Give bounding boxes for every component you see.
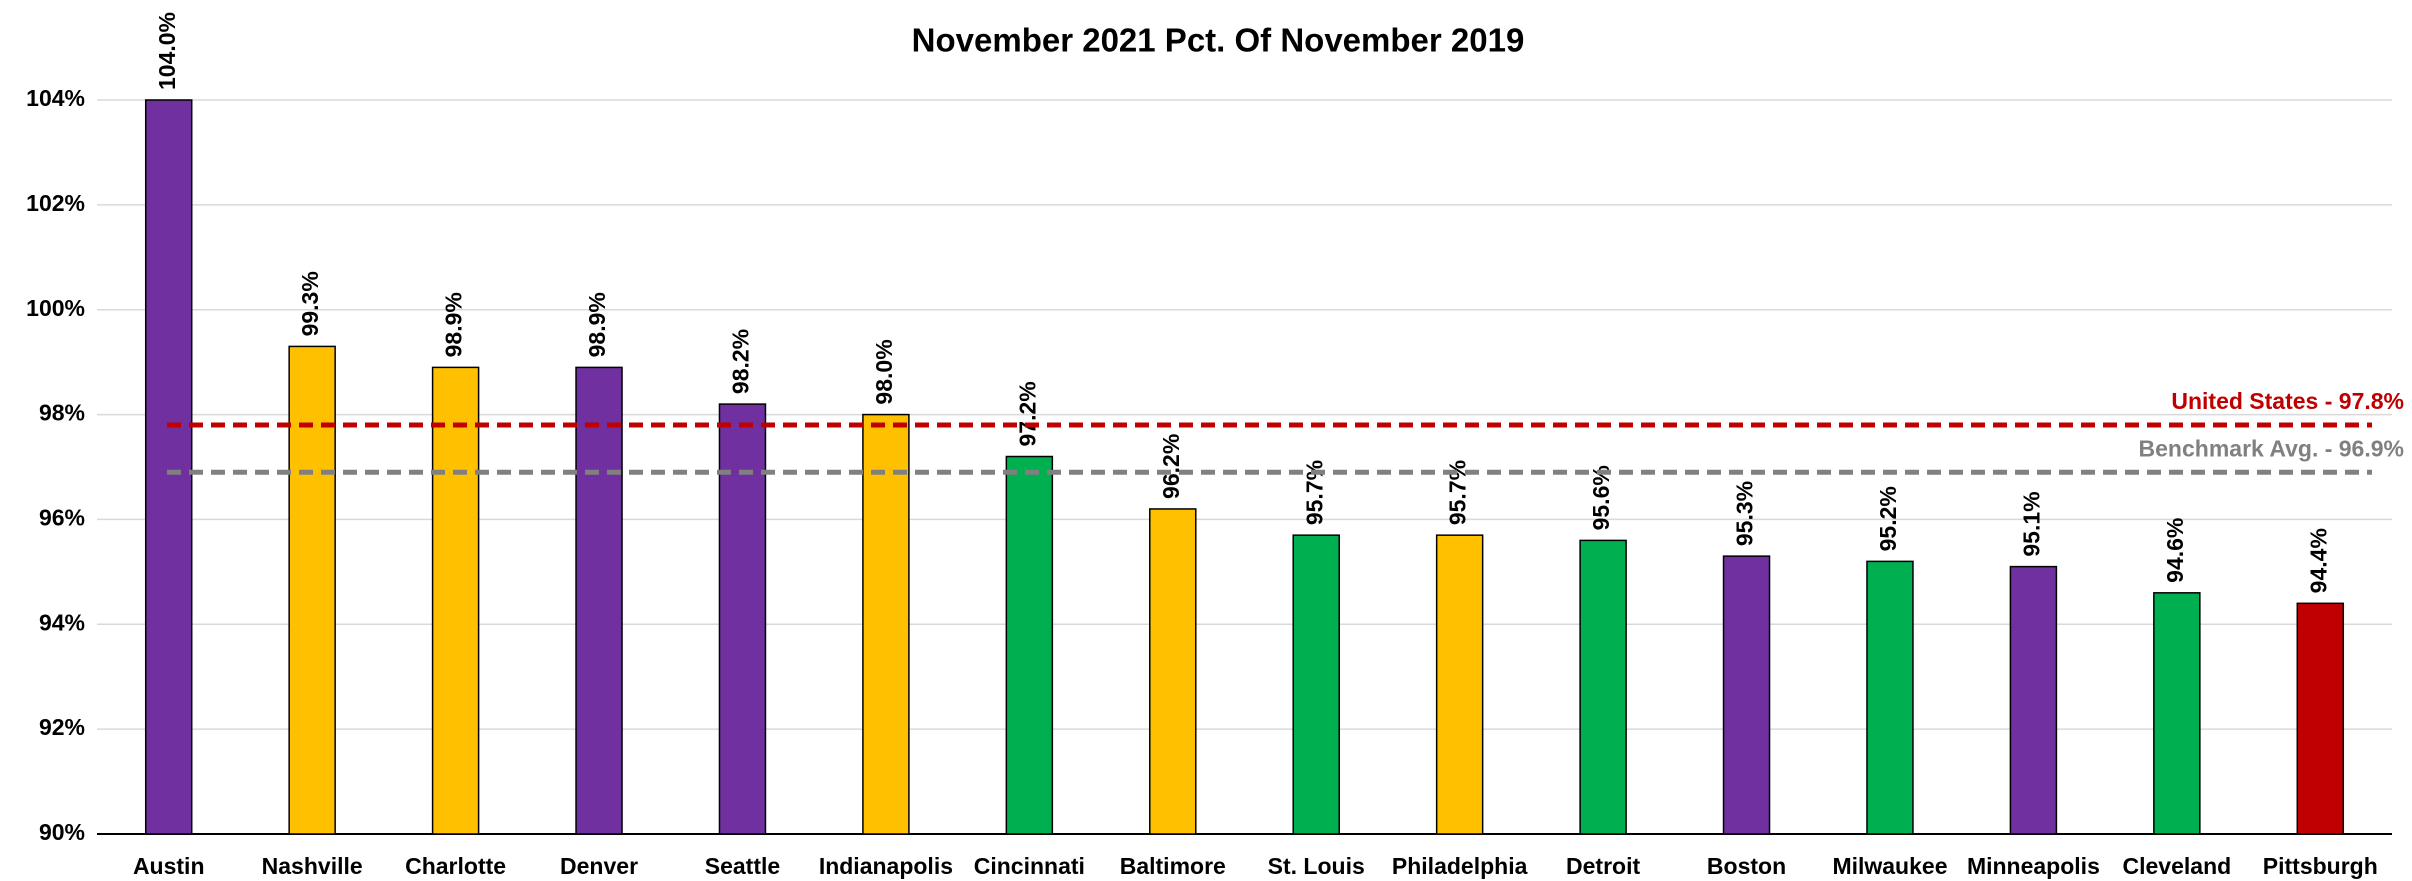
value-label: 98.9% [584,292,610,357]
bar [2153,592,2201,835]
value-label: 94.4% [2305,528,2331,593]
bar [862,413,910,835]
value-label: 97.2% [1014,381,1040,446]
chart-title: November 2021 Pct. Of November 2019 [912,22,1525,59]
bar [144,99,193,835]
x-tick-label: St. Louis [1268,853,1365,879]
value-label: 96.2% [1158,434,1184,499]
x-tick-label: Pittsburgh [2263,853,2378,879]
value-label: 94.6% [2162,518,2188,583]
bar [575,366,623,835]
value-label: 99.3% [297,271,323,336]
x-tick-label: Boston [1707,853,1786,879]
y-tick-label: 90% [39,819,85,845]
bar [1149,508,1197,835]
bar [2009,565,2058,835]
y-tick-label: 98% [39,400,85,426]
reference-label: Benchmark Avg. - 96.9% [2139,435,2404,461]
bar [1435,534,1484,835]
value-label: 98.9% [441,292,467,357]
x-tick-label: Cleveland [2123,853,2232,879]
bar [2296,602,2345,835]
value-label: 104.0% [154,12,180,90]
value-label: 95.3% [1732,481,1758,546]
x-tick-label: Indianapolis [819,853,953,879]
x-tick-label: Seattle [705,853,780,879]
y-tick-label: 92% [39,714,85,740]
x-tick-label: Charlotte [405,853,506,879]
value-label: 98.2% [728,329,754,394]
y-tick-label: 102% [26,190,85,216]
bar [1579,539,1627,835]
x-tick-label: Minneapolis [1967,853,2100,879]
y-tick-label: 100% [26,295,85,321]
bar [1722,555,1771,835]
bar [1005,455,1054,835]
bar [431,366,480,835]
value-label: 95.6% [1588,465,1614,530]
x-tick-label: Nashville [262,853,363,879]
x-tick-label: Cincinnati [974,853,1085,879]
y-tick-label: 104% [26,85,85,111]
value-label: 95.2% [1875,486,1901,551]
value-label: 98.0% [871,339,897,404]
bar [1866,560,1914,835]
bar [1292,534,1340,835]
y-tick-label: 94% [39,609,85,635]
x-tick-label: Philadelphia [1392,853,1528,879]
x-tick-label: Austin [133,853,205,879]
x-tick-label: Denver [560,853,638,879]
bar [288,345,336,835]
value-label: 95.7% [1445,460,1471,525]
x-tick-label: Baltimore [1120,853,1226,879]
y-tick-label: 96% [39,505,85,531]
reference-label: United States - 97.8% [2171,388,2404,414]
x-tick-label: Detroit [1566,853,1640,879]
x-tick-label: Milwaukee [1832,853,1947,879]
value-label: 95.7% [1301,460,1327,525]
value-label: 95.1% [2018,491,2044,556]
bar [718,403,767,835]
